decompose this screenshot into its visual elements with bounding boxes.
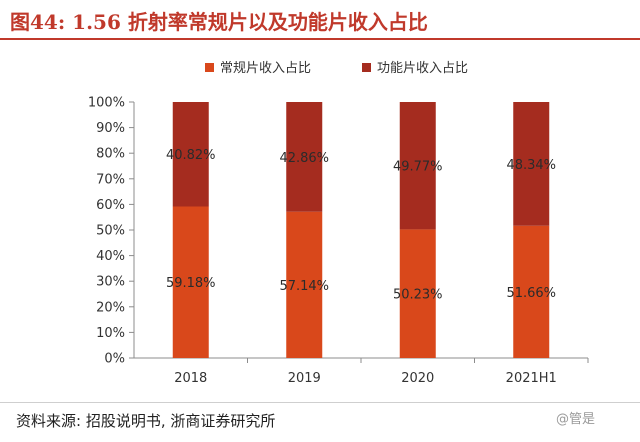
data-label-1-2018: 40.82% bbox=[166, 148, 216, 163]
bar-segment-1-2020 bbox=[399, 102, 436, 230]
footer-divider bbox=[0, 402, 640, 403]
chart-axes: 0% 10% 20% 30% 40% 50% 60% 70% 80% 90% 100% 2018 201… bbox=[88, 96, 589, 386]
y-tick-label: 40% bbox=[96, 249, 125, 264]
x-tick-label: 2020 bbox=[401, 371, 434, 386]
x-tick-label: 2019 bbox=[288, 371, 321, 386]
data-label-1-2020: 49.77% bbox=[393, 160, 443, 175]
data-label-1-2019: 42.86% bbox=[279, 151, 329, 166]
chart-bars bbox=[172, 102, 550, 358]
data-label-0-2020: 50.23% bbox=[393, 288, 443, 303]
x-tick-label: 2021H1 bbox=[506, 371, 557, 386]
title-divider bbox=[0, 38, 640, 40]
legend-label-1: 功能片收入占比 bbox=[377, 61, 468, 76]
data-label-1-2021H1: 48.34% bbox=[506, 158, 556, 173]
y-tick-label: 60% bbox=[96, 198, 125, 213]
y-tick-label: 50% bbox=[96, 224, 125, 239]
watermark: @管是 bbox=[556, 412, 596, 427]
y-tick-label: 30% bbox=[96, 275, 125, 290]
data-label-0-2018: 59.18% bbox=[166, 276, 216, 291]
x-tick-label: 2018 bbox=[174, 371, 207, 386]
y-tick-label: 0% bbox=[104, 352, 125, 367]
page-title: 图44: 1.56 折射率常规片以及功能片收入占比 bbox=[10, 10, 428, 34]
y-tick-label: 10% bbox=[96, 326, 125, 341]
bar-segment-0-2018 bbox=[172, 206, 209, 358]
bar-segment-0-2021H1 bbox=[513, 225, 550, 358]
stacked-bar-chart: 常规片收入占比 功能片收入占比 0% 10% 20% 30% 40% 50% 60% 70% 80… bbox=[88, 61, 589, 386]
legend-swatch-0 bbox=[205, 63, 214, 72]
y-tick-label: 80% bbox=[96, 147, 125, 162]
bar-segment-0-2020 bbox=[399, 229, 436, 358]
y-tick-label: 70% bbox=[96, 172, 125, 187]
y-tick-label: 90% bbox=[96, 121, 125, 136]
legend-label-0: 常规片收入占比 bbox=[220, 61, 311, 76]
bar-segment-1-2018 bbox=[172, 102, 209, 207]
data-label-0-2021H1: 51.66% bbox=[506, 286, 556, 301]
chart-data-labels: 59.18% 40.82% 57.14% 42.86% 50.23% 49.77% 51.6… bbox=[166, 148, 556, 302]
y-tick-label: 20% bbox=[96, 300, 125, 315]
bar-segment-1-2021H1 bbox=[513, 102, 550, 226]
bar-segment-1-2019 bbox=[286, 102, 323, 212]
chart-legend: 常规片收入占比 功能片收入占比 bbox=[205, 61, 468, 76]
source-note: 资料来源: 招股说明书, 浙商证券研究所 bbox=[16, 412, 276, 430]
y-tick-label: 100% bbox=[88, 96, 125, 111]
bar-segment-0-2019 bbox=[286, 211, 323, 358]
title-bar: 图44: 1.56 折射率常规片以及功能片收入占比 bbox=[0, 0, 640, 40]
data-label-0-2019: 57.14% bbox=[279, 279, 329, 294]
legend-swatch-1 bbox=[362, 63, 371, 72]
